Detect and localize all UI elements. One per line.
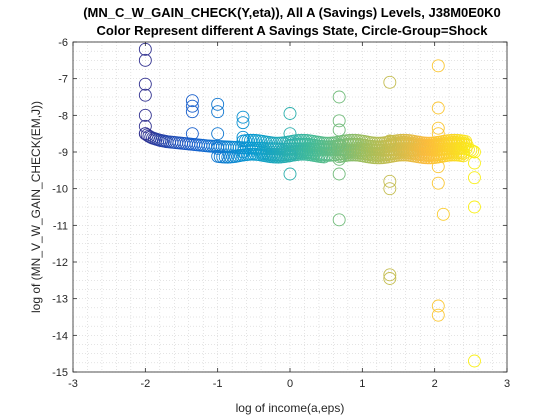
data-point-group [431, 160, 445, 174]
y-axis-ticks: -15 -14 -13 -12 -11 -10 -9 -8 -7 -6 [52, 37, 507, 379]
y-tick-label: -8 [58, 110, 68, 122]
data-point-group [211, 97, 225, 111]
data-point [464, 143, 478, 157]
chart-title: (MN_C_W_GAIN_CHECK(Y,eta)), All A (Savin… [83, 5, 501, 20]
data-point-group [468, 354, 481, 368]
x-tick-label: 1 [359, 378, 365, 390]
data-point-group [383, 268, 397, 282]
data-point-group [332, 90, 346, 104]
data-point-group [236, 145, 250, 159]
y-tick-label: -10 [52, 184, 68, 196]
data-point-group [211, 105, 225, 119]
data-point-group [283, 127, 297, 141]
data-point-group [436, 207, 450, 221]
data-points [138, 42, 481, 368]
data-point [468, 145, 481, 159]
data-point-group [431, 121, 445, 135]
data-point-group [283, 107, 297, 120]
x-tick-label: -2 [140, 378, 150, 390]
data-point-group [185, 94, 199, 108]
data-point-group [283, 149, 297, 163]
data-point-group [211, 141, 225, 155]
data-point-group [332, 213, 346, 227]
data-point-group [468, 171, 481, 185]
x-tick-label: 0 [287, 378, 293, 390]
data-point-group [236, 116, 250, 130]
y-tick-label: -7 [58, 74, 68, 86]
data-point-group [138, 119, 152, 133]
y-axis-label: log of (MN_V_W_GAIN_CHECK(EM,J)) [29, 101, 43, 313]
chart-subtitle: Color Represent different A Savings Stat… [97, 23, 489, 38]
data-point-group [332, 114, 346, 128]
data-point-group [283, 167, 297, 181]
data-point-group [138, 127, 152, 141]
y-tick-label: -14 [52, 330, 68, 342]
x-axis-ticks: -3 -2 -1 0 1 2 3 [68, 42, 510, 390]
data-point-group [332, 138, 346, 152]
y-tick-label: -11 [53, 220, 68, 232]
data-point-group [185, 127, 199, 141]
data-point-group [431, 101, 445, 115]
y-tick-label: -12 [52, 257, 68, 269]
y-tick-label: -15 [52, 367, 68, 379]
data-point-group [468, 156, 481, 170]
data-point-cloud [317, 150, 331, 164]
y-tick-label: -6 [58, 37, 68, 49]
data-point-group [236, 130, 250, 144]
data-point-group [138, 77, 152, 91]
data-point-group [211, 127, 225, 141]
data-point-group [138, 88, 152, 102]
data-point-group [185, 99, 199, 113]
data-point-group [185, 105, 199, 119]
data-point-group [431, 59, 445, 73]
x-axis-label: log of income(a,eps) [236, 401, 345, 415]
data-point-group [236, 110, 250, 124]
data-point-group [383, 134, 397, 148]
x-tick-label: 3 [504, 378, 510, 390]
data-point-group [431, 308, 445, 322]
data-point-group [332, 152, 346, 166]
x-tick-label: 2 [432, 378, 438, 390]
data-point-group [383, 174, 397, 188]
data-point-group [383, 75, 397, 89]
data-point-group [138, 108, 152, 122]
data-point-group [431, 127, 445, 141]
data-point-group [332, 167, 346, 181]
plot-area: -3 -2 -1 0 1 2 3 -15-14-13-12-11-10-9-8-7-6 [52, 37, 510, 390]
data-point-group [468, 200, 481, 214]
y-tick-label: -9 [58, 147, 68, 159]
y-tick-label: -13 [52, 294, 68, 306]
data-point-group [431, 299, 445, 313]
x-tick-label: -1 [213, 378, 223, 390]
grid [72, 41, 508, 373]
data-point-group [138, 53, 152, 67]
data-point-group [383, 272, 397, 285]
data-point-group [332, 123, 346, 137]
data-point-group [383, 182, 397, 196]
data-point-group [431, 176, 445, 190]
x-tick-label: -3 [68, 378, 78, 390]
